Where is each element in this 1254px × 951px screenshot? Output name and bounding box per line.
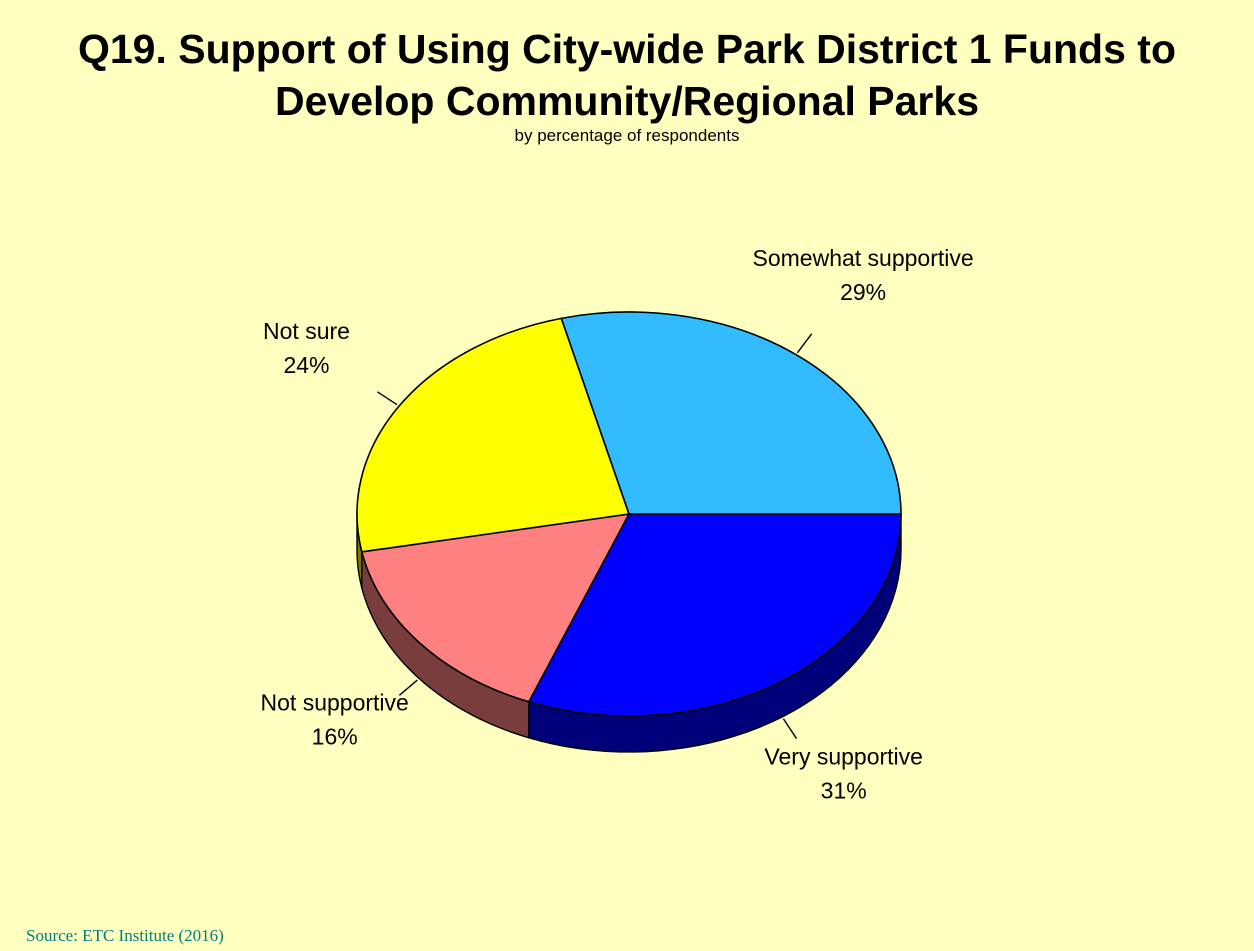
leader-line-not-supportive <box>398 679 418 696</box>
leader-line-very-supportive <box>782 718 798 739</box>
slice-label-not-sure: Not sure <box>263 318 350 344</box>
slice-value-not-sure: 24% <box>283 352 329 378</box>
slice-label-somewhat-supportive: Somewhat supportive <box>753 245 974 271</box>
slice-value-not-supportive: 16% <box>312 723 358 749</box>
leader-line-somewhat-supportive <box>796 333 813 354</box>
slice-value-very-supportive: 31% <box>821 778 867 804</box>
chart-title-line-2: Develop Community/Regional Parks <box>274 78 979 124</box>
pie-slice-very-supportive <box>528 513 902 717</box>
pie-slice-not-sure <box>356 317 630 553</box>
source-note: Source: ETC Institute (2016) <box>26 926 224 945</box>
slice-value-somewhat-supportive: 29% <box>840 279 886 305</box>
slice-label-not-supportive: Not supportive <box>261 689 409 715</box>
chart-title-line-1: Q19. Support of Using City-wide Park Dis… <box>77 26 1176 72</box>
pie-slice-somewhat-supportive <box>560 311 902 515</box>
pie-slice-not-supportive <box>361 513 630 703</box>
chart-subtitle: by percentage of respondents <box>514 126 740 145</box>
leader-line-not-sure <box>377 391 398 406</box>
slice-label-very-supportive: Very supportive <box>764 744 923 770</box>
